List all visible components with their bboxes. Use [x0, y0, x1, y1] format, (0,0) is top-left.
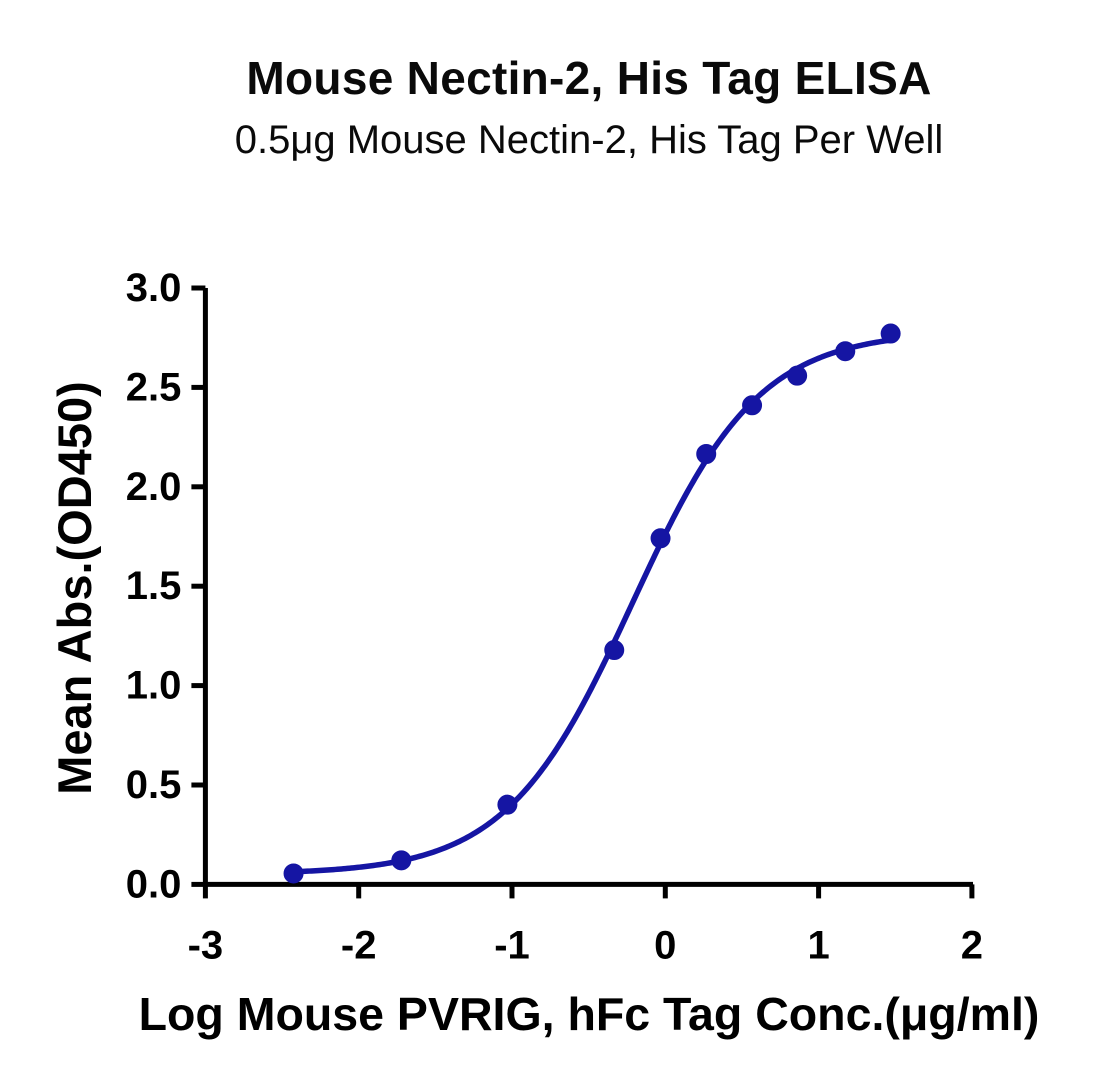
svg-text:3.0: 3.0: [126, 266, 182, 310]
svg-text:2.5: 2.5: [126, 365, 182, 409]
svg-text:2.0: 2.0: [126, 465, 182, 509]
svg-text:0: 0: [654, 923, 676, 967]
svg-text:2: 2: [961, 923, 983, 967]
svg-text:-2: -2: [341, 923, 377, 967]
svg-text:1: 1: [807, 923, 829, 967]
svg-text:0.0: 0.0: [126, 862, 182, 906]
svg-text:1.0: 1.0: [126, 664, 182, 708]
svg-text:-3: -3: [188, 923, 224, 967]
svg-text:1.5: 1.5: [126, 564, 182, 608]
svg-text:-1: -1: [494, 923, 530, 967]
svg-text:0.5: 0.5: [126, 763, 182, 807]
